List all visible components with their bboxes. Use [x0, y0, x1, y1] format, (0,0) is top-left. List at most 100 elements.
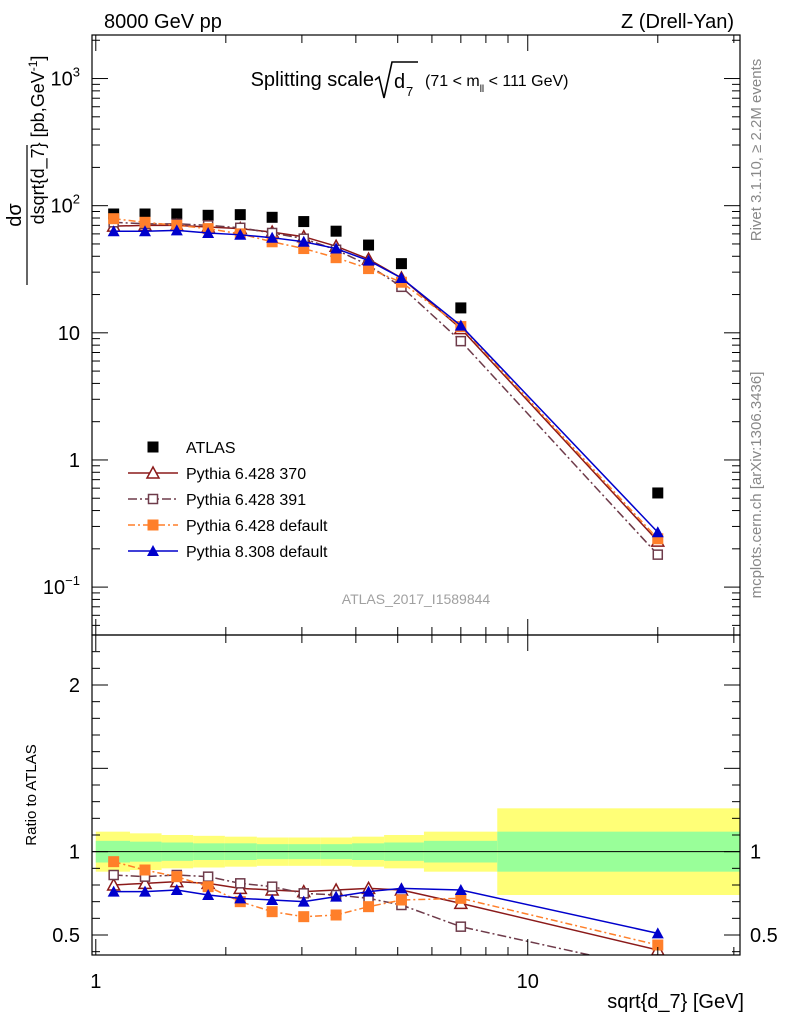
- legend-marker-3: [147, 519, 159, 531]
- legend-label-1: Pythia 6.428 370: [186, 466, 306, 483]
- main-y-axis-label: dσ dsqrt{d_7} [pb,GeV-1]: [4, 56, 49, 285]
- series-4-ratio-point: [454, 884, 467, 895]
- series-3-point: [652, 533, 664, 545]
- series-3-ratio-point: [330, 909, 342, 921]
- series-3-ratio-point: [139, 864, 151, 876]
- plot-title: Splitting scale d 7 (71 < mll < 111 GeV): [251, 61, 568, 99]
- series-0-point: [652, 487, 664, 499]
- series-3-point: [298, 243, 310, 255]
- series-4-ratio-point: [362, 885, 375, 897]
- ratio-y-tick-label: 2: [69, 675, 80, 697]
- analysis-id-label: ATLAS_2017_I1589844: [342, 591, 491, 607]
- series-4-ratio-point: [266, 894, 279, 905]
- series-4-point: [234, 228, 247, 240]
- series-4-point: [139, 225, 152, 237]
- ratio-y-tick-label-right: 0.5: [750, 925, 778, 947]
- series-0-point: [363, 239, 375, 251]
- series-2-point: [455, 335, 467, 347]
- sqrt-symbol: [374, 61, 418, 99]
- ratio-y-axis-label: Ratio to ATLAS: [23, 744, 40, 845]
- series-4-ratio-line: [113, 887, 658, 935]
- series-2-ratio-point: [455, 921, 467, 932]
- series-0-point: [266, 211, 278, 223]
- legend-marker-1: [145, 465, 161, 479]
- series-0-point: [234, 209, 246, 221]
- plot-title-var-sub: 7: [406, 84, 413, 99]
- series-2-point: [652, 549, 664, 560]
- series-4-main-line: [113, 229, 659, 533]
- series-4-point: [297, 235, 310, 247]
- header-left: 8000 GeV pp: [104, 11, 222, 33]
- series-3-main-line: [113, 217, 659, 540]
- series-4-ratio-point: [107, 885, 120, 897]
- series-0-point: [330, 225, 342, 237]
- series-2-ratio-point: [202, 871, 214, 882]
- series-3-ratio-point: [395, 894, 407, 906]
- series-4-point: [266, 231, 279, 243]
- main-y-tick-label: 103: [51, 65, 80, 91]
- series-4-ratio-point: [330, 890, 343, 902]
- series-2-ratio-point: [108, 869, 119, 881]
- series-2-ratio-point: [266, 881, 278, 892]
- series-3-ratio-point: [108, 856, 120, 868]
- series-4-point: [651, 526, 664, 538]
- series-3-point: [363, 263, 375, 275]
- series-3-ratio-point: [298, 911, 310, 923]
- series-4-ratio-point: [297, 895, 310, 907]
- legend-label-2: Pythia 6.428 391: [186, 492, 306, 509]
- series-4-ratio-point: [202, 889, 215, 900]
- mcplots-label: mcplots.cern.ch [arXiv:1306.3436]: [748, 372, 765, 599]
- series-3-point: [330, 252, 342, 264]
- series-3-ratio-point: [171, 871, 183, 883]
- ratio-y-tick-label: 1: [69, 842, 80, 864]
- header-right: Z (Drell-Yan): [621, 11, 734, 33]
- main-y-tick-label: 1: [69, 450, 80, 472]
- series-0-point: [139, 208, 151, 220]
- ratio-y-tick-label-right: 1: [750, 842, 761, 864]
- series-0-point: [171, 208, 183, 220]
- main-y-tick-label: 10: [58, 323, 80, 345]
- series-0-point: [455, 302, 467, 314]
- legend-marker-0: [147, 441, 159, 453]
- series-3-point: [108, 213, 120, 225]
- series-2-ratio-point: [235, 878, 246, 889]
- legend-label-4: Pythia 8.308 default: [186, 544, 328, 561]
- series-0-point: [202, 209, 214, 221]
- series-3-ratio-point: [652, 939, 664, 951]
- legend-label-3: Pythia 6.428 default: [186, 518, 328, 535]
- series-3-ratio-point: [202, 881, 214, 893]
- legend: ATLAS Pythia 6.428 370 Pythia 6.428 391 Pyt…: [128, 440, 328, 561]
- series-3-ratio-point: [363, 901, 375, 913]
- series-4-point: [202, 226, 215, 238]
- x-axis-label: sqrt{d_7} [GeV]: [607, 991, 744, 1013]
- series-3-ratio-point: [266, 906, 278, 918]
- series-4-ratio-point: [139, 885, 152, 897]
- x-tick-label: 10: [517, 971, 539, 993]
- main-series-layer: [106, 208, 666, 560]
- series-4-ratio-point: [651, 927, 664, 939]
- plot-title-main: Splitting scale: [251, 69, 374, 91]
- y-label-numerator: dσ: [4, 203, 26, 227]
- series-0-point: [298, 216, 310, 228]
- ratio-y-tick-label: 0.5: [52, 925, 80, 947]
- main-y-tick-label: 102: [51, 192, 80, 218]
- series-4-point: [107, 225, 120, 237]
- main-y-tick-label: 10−1: [43, 573, 80, 599]
- series-0-point: [395, 258, 407, 270]
- series-4-point: [330, 242, 343, 254]
- series-4-point: [362, 254, 375, 266]
- series-4-ratio-point: [234, 892, 247, 904]
- series-4-ratio-point: [170, 884, 183, 895]
- series-4-point: [170, 224, 183, 236]
- series-4-ratio-point: [395, 882, 408, 894]
- rivet-version-label: Rivet 3.1.10, ≥ 2.2M events: [748, 59, 765, 242]
- series-3-ratio-line: [113, 860, 658, 946]
- ratio-uncertainty-bands: [92, 808, 740, 895]
- legend-marker-4: [147, 545, 159, 556]
- plot-title-var: d: [394, 71, 405, 93]
- series-3-ratio-point: [455, 892, 467, 904]
- series-3-point: [139, 216, 151, 228]
- ratio-series-layer: [106, 856, 665, 955]
- series-4-point: [395, 271, 408, 283]
